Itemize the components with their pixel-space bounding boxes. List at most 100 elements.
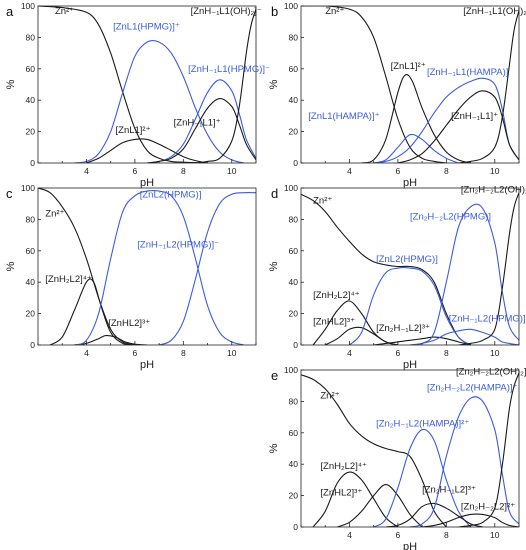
x-tick-label: 4 [347, 348, 352, 358]
species-label: [ZnL2(HPMG)] [140, 189, 202, 200]
y-axis-title: % [5, 79, 17, 89]
series-line-1 [301, 6, 447, 163]
species-label: [ZnH₂L2]⁴⁺ [320, 461, 367, 472]
species-label: [ZnH₋₁L1(HAMPA)] [427, 67, 508, 78]
panel-label: d [271, 186, 278, 201]
y-axis-title: % [5, 261, 17, 271]
x-tick-label: 10 [490, 348, 500, 358]
species-label: Zn²⁺ [325, 6, 344, 17]
y-tick-label: 100 [21, 183, 35, 193]
series-group [301, 372, 519, 527]
series-line-6 [409, 328, 519, 345]
series-line-7 [422, 513, 519, 527]
y-axis-title: % [268, 443, 280, 453]
species-label: [Zn₂H₋₂L2(HAMPA)]⁺ [427, 382, 518, 393]
y-tick-label: 100 [21, 1, 35, 11]
y-tick-label: 60 [289, 64, 299, 74]
y-tick-label: 0 [293, 158, 298, 168]
species-label: [ZnHL2]³⁺ [313, 317, 355, 328]
series-line-2 [312, 471, 399, 527]
species-label: [ZnH₂L2]⁴⁺ [45, 274, 92, 285]
y-tick-label: 0 [293, 522, 298, 532]
species-label: [ZnH₋₁L1(OH)₂]⁻ [463, 6, 526, 17]
species-label: [ZnHL2]³⁺ [108, 318, 150, 329]
species-label: Zn²⁺ [45, 208, 64, 219]
x-tick-label: 4 [347, 166, 352, 176]
y-tick-label: 40 [26, 277, 36, 287]
series-line-6 [195, 8, 256, 163]
series-line-6 [409, 396, 519, 527]
species-label: [Zn₂H₋₂L2(OH)₂] [461, 185, 526, 196]
y-tick-label: 20 [26, 309, 36, 319]
series-line-3 [86, 138, 208, 163]
species-label: Zn²⁺ [313, 196, 332, 207]
species-label: [ZnL2(HPMG)] [376, 254, 438, 265]
y-tick-label: 100 [284, 1, 298, 11]
series-line-7 [409, 203, 519, 345]
series-line-2 [361, 73, 471, 163]
series-line-4 [373, 428, 472, 527]
y-tick-label: 0 [30, 158, 35, 168]
panel-b: b 0 20 40 60 80 100 4 6 8 10 pH% Zn²⁺ [ZnH₋₁L1(OH)₂]⁻… [268, 1, 526, 189]
species-label: Zn²⁺ [55, 6, 74, 17]
series-line-4 [146, 79, 256, 163]
x-tick-label: 10 [227, 348, 237, 358]
plot-frame [37, 187, 257, 346]
panel-d: d 0 20 40 60 80 100 4 6 8 10 pH% Zn²⁺ [Zn₂H₋₂L2(OH)₂]… [268, 183, 526, 371]
series-line-5 [146, 98, 256, 163]
species-label: Zn²⁺ [320, 390, 339, 401]
plot-frame [300, 187, 520, 346]
y-tick-label: 40 [26, 95, 36, 105]
species-label: [Zn₂H₋₂L2(OH)₂] [456, 367, 526, 378]
x-tick-label: 4 [347, 530, 352, 540]
series-line-4 [349, 267, 471, 345]
x-tick-label: 10 [490, 166, 500, 176]
y-axis-title: % [268, 79, 280, 89]
y-axis-title: % [268, 261, 280, 271]
series-line-5 [385, 502, 483, 527]
series-line-5 [158, 192, 256, 345]
species-label: [ZnL1(HPMG)]⁺ [113, 22, 180, 33]
series-line-1 [38, 6, 208, 163]
x-tick-label: 10 [490, 530, 500, 540]
plot-frame [300, 369, 520, 528]
panel-c: c 0 20 40 60 80 100 4 6 8 10 pH% Zn²⁺ [ZnL2(HPMG)] [Zn… [5, 183, 257, 371]
y-tick-label: 20 [289, 127, 299, 137]
species-label: [ZnH₋₁L2(HPMG)]⁻ [137, 240, 219, 251]
species-label: [ZnH₋₁L1(OH)₂]⁻ [191, 6, 262, 17]
x-tick-label: 6 [396, 348, 401, 358]
series-line-2 [74, 40, 245, 163]
series-line-4 [74, 190, 245, 345]
x-tick-label: 8 [444, 166, 449, 176]
y-tick-label: 100 [284, 183, 298, 193]
y-tick-label: 80 [26, 32, 36, 42]
series-group [301, 192, 519, 345]
y-tick-label: 20 [289, 309, 299, 319]
x-tick-label: 6 [133, 166, 138, 176]
series-line-8 [458, 192, 519, 345]
x-tick-label: 10 [227, 166, 237, 176]
series-line-6 [458, 10, 519, 163]
x-axis-title: pH [403, 541, 417, 550]
series-group [38, 6, 256, 163]
x-axis-title: pH [403, 177, 417, 189]
species-label: [ZnH₋₁L1(HPMG)]⁻ [188, 64, 270, 75]
series-line-5 [373, 336, 471, 345]
y-tick-label: 0 [293, 340, 298, 350]
species-label: [Zn₂H₋₁L2]³⁺ [422, 484, 476, 495]
x-axis-title: pH [140, 177, 154, 189]
x-tick-label: 6 [396, 166, 401, 176]
species-label: [Zn₂H₋₁L2]³⁺ [376, 323, 430, 334]
series-line-3 [74, 334, 148, 345]
y-tick-label: 20 [26, 127, 36, 137]
x-tick-label: 8 [444, 530, 449, 540]
series-group [301, 6, 519, 163]
x-axis-title: pH [140, 359, 154, 371]
panel-e: e 0 20 40 60 80 100 4 6 8 10 pH% Zn²⁺ [Zn₂H₋₂L2(OH)₂]… [268, 365, 526, 550]
panel-label: a [6, 4, 14, 19]
series-line-8 [458, 372, 519, 527]
series-group [38, 188, 256, 345]
plot-frame [300, 5, 520, 164]
y-tick-label: 80 [26, 214, 36, 224]
